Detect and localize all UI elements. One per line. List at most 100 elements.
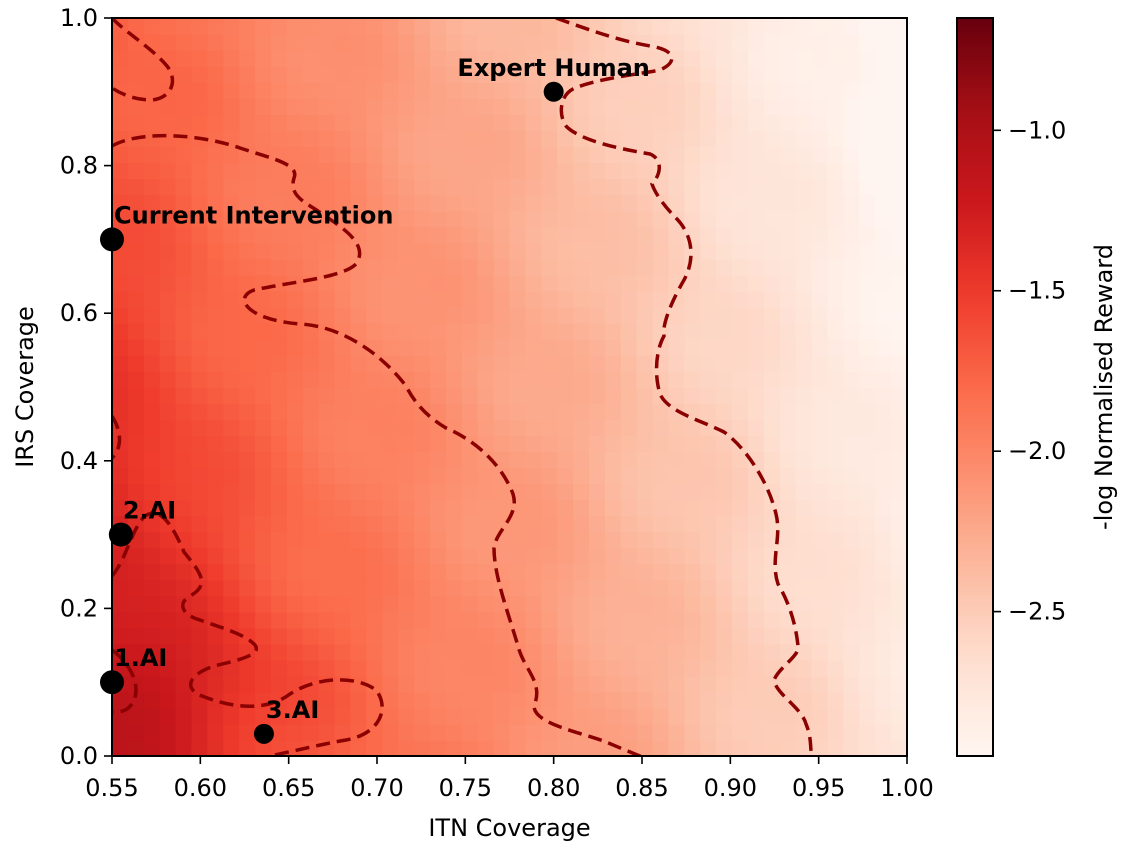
heatmap-cell: [398, 403, 415, 420]
heatmap-cell: [541, 515, 558, 533]
heatmap-cell: [366, 82, 384, 100]
heatmap-cell: [732, 290, 749, 308]
colorbar-label: -log Normalised Reward: [1090, 244, 1118, 530]
heatmap-cell: [302, 707, 320, 725]
heatmap-cell: [668, 258, 686, 276]
heatmap-cell: [652, 34, 670, 51]
heatmap-cell: [763, 66, 781, 83]
heatmap-cell: [175, 146, 193, 164]
heatmap-cell: [557, 50, 574, 67]
heatmap-cell: [191, 547, 209, 565]
heatmap-cell: [795, 242, 813, 260]
heatmap-cell: [302, 178, 320, 196]
heatmap-cell: [461, 707, 479, 725]
heatmap-cell: [748, 370, 765, 388]
heatmap-cell: [414, 387, 431, 404]
point-label: Expert Human: [457, 54, 649, 82]
heatmap-cell: [271, 691, 288, 709]
heatmap-cell: [636, 483, 654, 501]
heatmap-cell: [716, 435, 733, 452]
heatmap-cell: [557, 242, 574, 260]
heatmap-cell: [461, 723, 479, 741]
heatmap-cell: [477, 691, 495, 709]
heatmap-cell: [382, 739, 399, 756]
heatmap-cell: [684, 707, 702, 725]
heatmap-cell: [350, 274, 368, 292]
heatmap-cell: [763, 242, 781, 260]
heatmap-cell: [223, 66, 240, 83]
heatmap-cell: [207, 419, 225, 436]
heatmap-cell: [239, 467, 256, 485]
heatmap-cell: [191, 338, 209, 356]
heatmap-cell: [795, 82, 813, 100]
heatmap-cell: [620, 50, 638, 67]
heatmap-cell: [143, 467, 161, 485]
heatmap-cell: [891, 194, 907, 212]
heatmap-cell: [127, 274, 145, 292]
heatmap-cell: [636, 322, 654, 340]
heatmap-cell: [843, 210, 861, 228]
heatmap-cell: [875, 675, 892, 693]
heatmap-cell: [334, 515, 352, 533]
heatmap-cell: [620, 515, 638, 533]
heatmap-cell: [191, 194, 209, 212]
heatmap-cell: [700, 403, 717, 420]
heatmap-cell: [875, 130, 892, 148]
heatmap-cell: [191, 178, 209, 196]
heatmap-cell: [509, 611, 527, 629]
heatmap-cell: [398, 114, 415, 132]
heatmap-cell: [286, 419, 304, 436]
heatmap-cell: [239, 338, 256, 356]
heatmap-cell: [175, 723, 193, 741]
heatmap-cell: [732, 82, 749, 100]
heatmap-cell: [223, 435, 240, 452]
heatmap-cell: [207, 274, 225, 292]
heatmap-cell: [271, 435, 288, 452]
heatmap-cell: [589, 338, 606, 356]
heatmap-cell: [318, 242, 336, 260]
heatmap-cell: [891, 210, 907, 228]
heatmap-cell: [827, 435, 845, 452]
heatmap-cell: [748, 611, 765, 629]
heatmap-cell: [207, 563, 225, 581]
heatmap-cell: [271, 130, 288, 148]
heatmap-cell: [477, 499, 495, 517]
heatmap-cell: [509, 659, 527, 677]
heatmap-cell: [143, 226, 161, 244]
heatmap-cell: [843, 547, 861, 565]
heatmap-cell: [382, 66, 399, 83]
heatmap-cell: [557, 146, 574, 164]
heatmap-cell: [700, 210, 717, 228]
heatmap-cell: [334, 290, 352, 308]
heatmap-cell: [414, 114, 431, 132]
heatmap-cell: [763, 18, 781, 35]
heatmap-cell: [541, 306, 558, 324]
heatmap-cell: [636, 370, 654, 388]
heatmap-cell: [143, 675, 161, 693]
heatmap-cell: [875, 419, 892, 436]
heatmap-cell: [398, 338, 415, 356]
heatmap-cell: [477, 146, 495, 164]
heatmap-cell: [700, 354, 717, 372]
heatmap-cell: [811, 130, 829, 148]
heatmap-cell: [239, 290, 256, 308]
heatmap-cell: [398, 18, 415, 35]
heatmap-cell: [700, 515, 717, 533]
heatmap-cell: [127, 258, 145, 276]
heatmap-cell: [334, 34, 352, 51]
heatmap-cell: [668, 419, 686, 436]
heatmap-cell: [191, 691, 209, 709]
heatmap-cell: [589, 226, 606, 244]
heatmap-cell: [636, 419, 654, 436]
heatmap-cell: [477, 354, 495, 372]
heatmap-cell: [286, 306, 304, 324]
heatmap-cell: [430, 467, 447, 485]
heatmap-cell: [811, 387, 829, 404]
heatmap-cell: [827, 258, 845, 276]
heatmap-cell: [366, 579, 384, 597]
heatmap-cell: [509, 419, 527, 436]
heatmap-cell: [620, 627, 638, 645]
heatmap-cell: [286, 643, 304, 661]
heatmap-cell: [668, 98, 686, 116]
heatmap-cell: [445, 387, 463, 404]
